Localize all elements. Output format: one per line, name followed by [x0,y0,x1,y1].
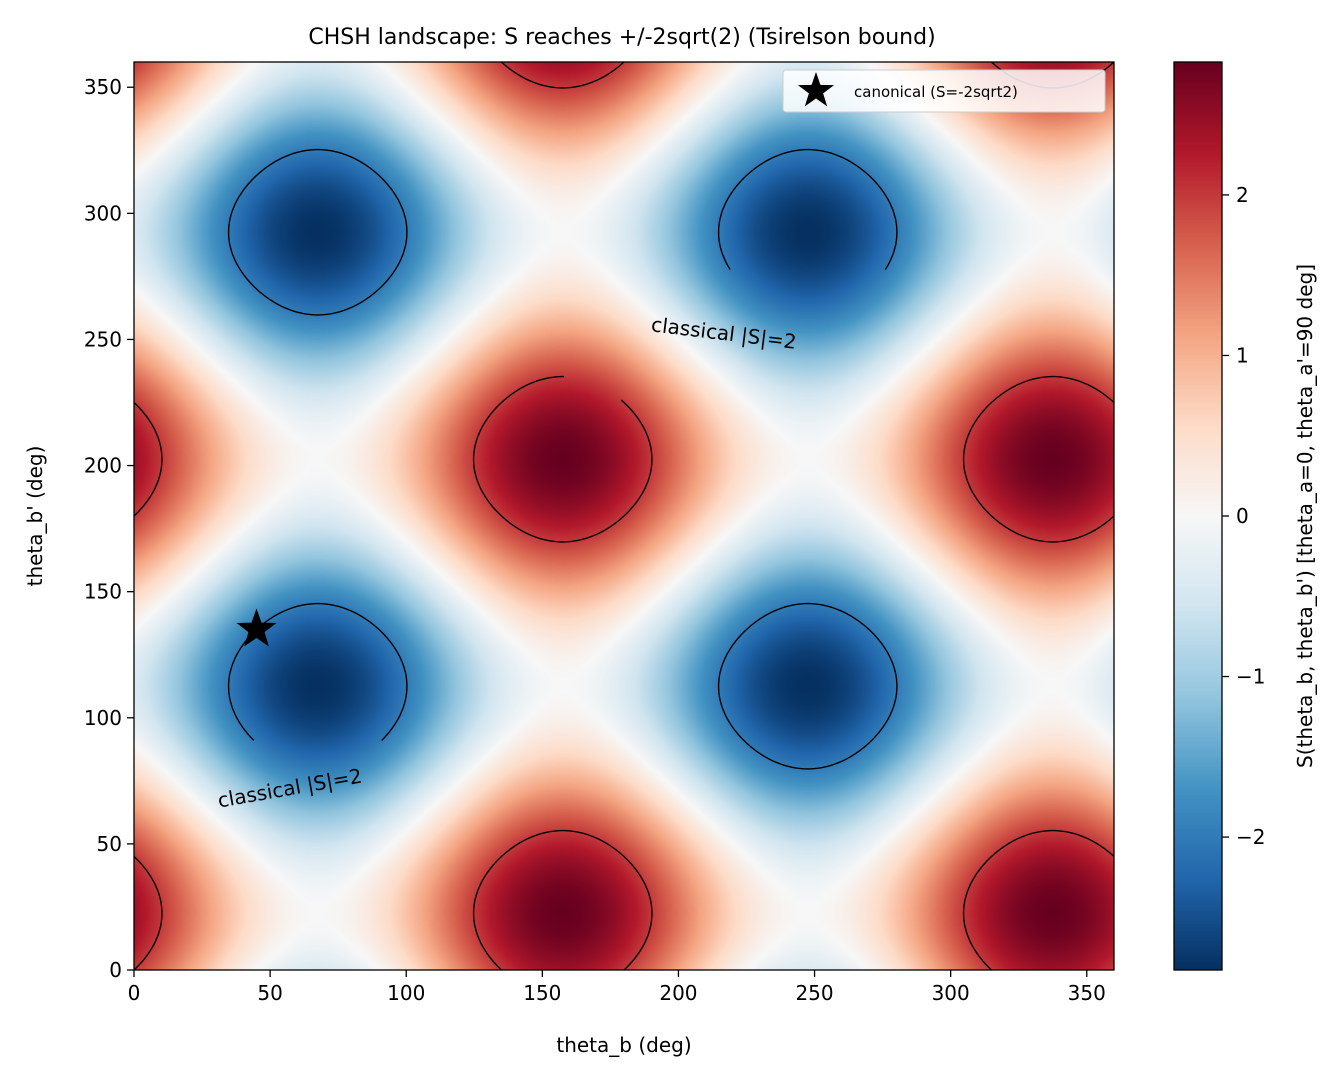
colorbar-tick-label: −1 [1236,665,1265,689]
colorbar-tick-label: 1 [1236,343,1249,367]
x-axis: 0 50 100 150 200 250 300 350 [128,970,1106,1005]
y-tick-label: 200 [84,454,122,478]
y-tick-label: 350 [84,75,122,99]
x-tick-label: 300 [932,981,970,1005]
legend: canonical (S=-2sqrt2) [782,69,1106,113]
x-tick-label: 200 [659,981,697,1005]
colorbar: −2 −1 0 1 2 S(theta_b, theta_b') [theta_a=0,… [1173,61,1317,971]
legend-star-icon [797,72,835,107]
contour-line-abs-s-2 [133,61,1115,971]
y-tick-label: 250 [84,327,122,351]
colorbar-label: S(theta_b, theta_b') [theta_a=0, theta_a… [1293,264,1317,768]
y-axis: 0 50 100 150 200 250 300 350 [84,75,134,982]
x-axis-label: theta_b (deg) [556,1033,691,1057]
colorbar-gradient-container [1174,62,1222,970]
colorbar-tick-label: −2 [1236,825,1265,849]
canonical-star-marker [236,608,277,647]
y-axis-label: theta_b' (deg) [23,446,47,587]
y-tick-label: 100 [84,706,122,730]
y-tick-label: 300 [84,201,122,225]
plot-frame [133,61,1115,971]
x-tick-label: 0 [128,981,141,1005]
colorbar-gradient [1174,62,1222,970]
chart-title: CHSH landscape: S reaches +/-2sqrt(2) (T… [308,25,935,50]
x-tick-label: 150 [523,981,561,1005]
y-tick-label: 0 [109,958,122,982]
colorbar-tick-label: 2 [1236,183,1249,207]
x-tick-label: 350 [1068,981,1106,1005]
y-tick-label: 50 [97,832,122,856]
colorbar-tick-label: 0 [1236,504,1249,528]
y-tick-label: 150 [84,580,122,604]
x-tick-label: 100 [387,981,425,1005]
classical-bound-contours [133,61,1115,971]
plot-area: classical |S|=2 classical |S|=2 [133,61,1115,971]
legend-box [782,69,1106,113]
colorbar-ticks: −2 −1 0 1 2 [1222,183,1265,849]
x-tick-label: 250 [795,981,833,1005]
x-tick-label: 50 [257,981,282,1005]
legend-entry-canonical: canonical (S=-2sqrt2) [854,83,1018,101]
